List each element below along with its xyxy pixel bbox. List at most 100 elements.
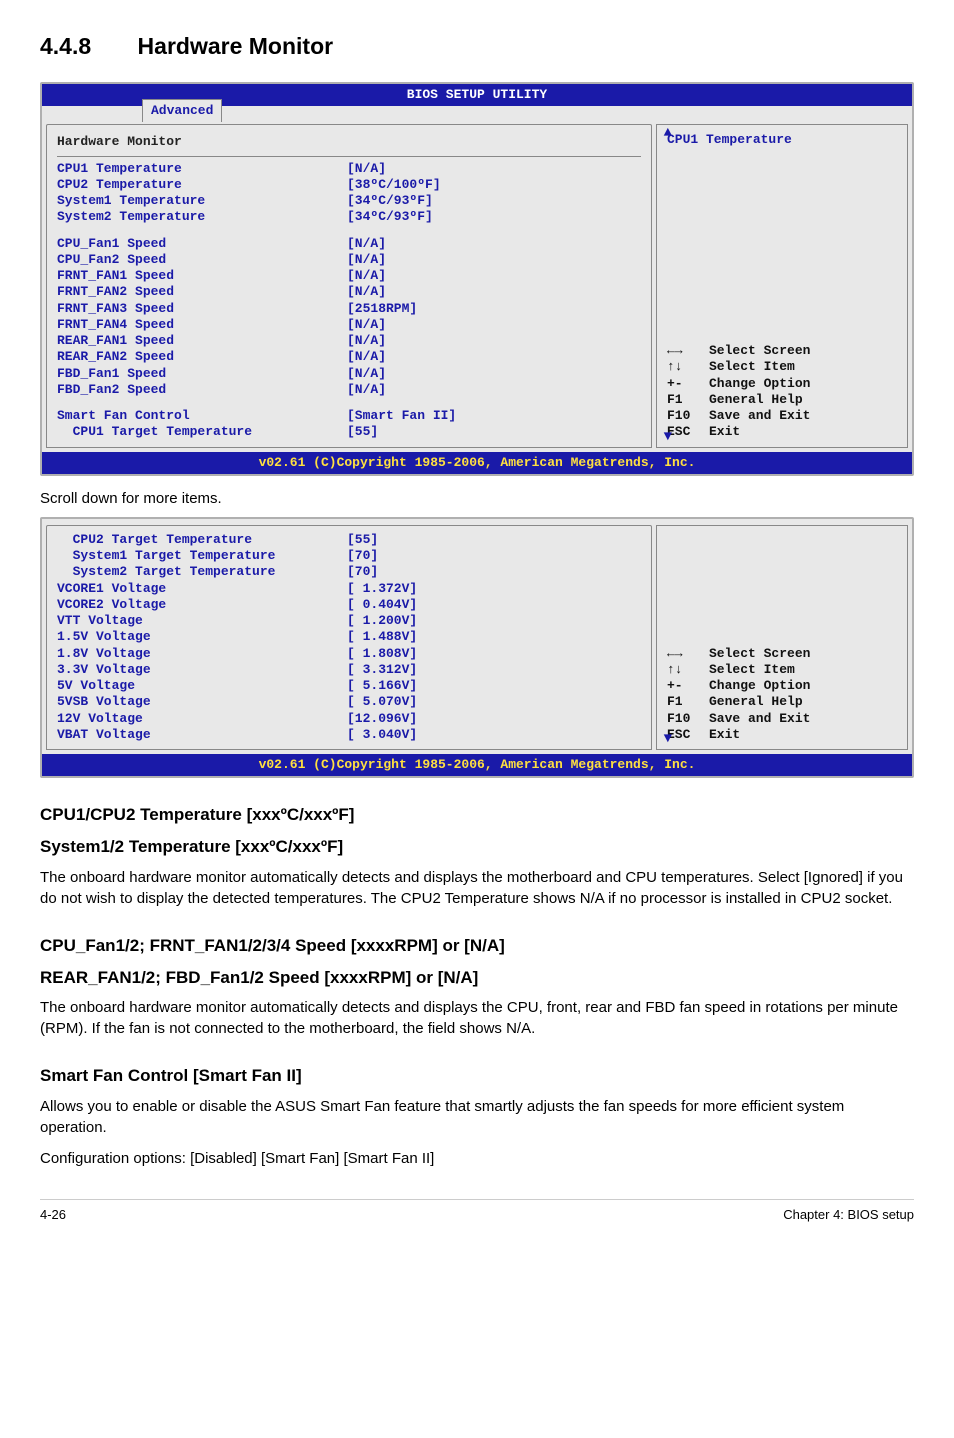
subsection-text-1: The onboard hardware monitor automatical… (40, 867, 914, 909)
bios-setting-value: [ 3.312V] (347, 662, 641, 678)
bios-setting-value: [ 1.372V] (347, 581, 641, 597)
scroll-down-arrow-2: ▼ (664, 730, 672, 750)
bios-main-panel: Hardware Monitor CPU1 Temperature[N/A]CP… (46, 124, 652, 447)
bios-setting-label: REAR_FAN1 Speed (57, 333, 347, 349)
bios-help-text: Exit (709, 424, 740, 440)
bios-help-line: F1General Help (667, 392, 897, 408)
subsection-heading-2b: REAR_FAN1/2; FBD_Fan1/2 Speed [xxxxRPM] … (40, 966, 914, 990)
scroll-down-arrow: ▼ (664, 428, 672, 448)
subsection-text-3a: Allows you to enable or disable the ASUS… (40, 1096, 914, 1138)
bios-setting-row: CPU1 Target Temperature[55] (57, 424, 641, 440)
bios-setting-value: [34ºC/93ºF] (347, 209, 641, 225)
bios-setting-row: FRNT_FAN4 Speed[N/A] (57, 317, 641, 333)
bios-help-line: ←→Select Screen (667, 646, 897, 662)
bios-help-text: Save and Exit (709, 408, 810, 424)
bios-help-key: F1 (667, 392, 709, 408)
bios-setting-label: 5VSB Voltage (57, 694, 347, 710)
bios-setting-value: [N/A] (347, 284, 641, 300)
subsection-heading-1a: CPU1/CPU2 Temperature [xxxºC/xxxºF] (40, 803, 914, 827)
bios-setting-row: FRNT_FAN1 Speed[N/A] (57, 268, 641, 284)
bios-setting-value: [N/A] (347, 366, 641, 382)
bios-setting-row: 5VSB Voltage[ 5.070V] (57, 694, 641, 710)
bios-help-key: ESC (667, 424, 709, 440)
bios-help-line: F1General Help (667, 694, 897, 710)
bios-help-text: Exit (709, 727, 740, 743)
bios-setting-row: FRNT_FAN2 Speed[N/A] (57, 284, 641, 300)
bios-help-line: +-Change Option (667, 376, 897, 392)
bios-help-line: ESCExit (667, 424, 897, 440)
bios-setting-value: [70] (347, 548, 641, 564)
bios-setting-row: CPU1 Temperature[N/A] (57, 161, 641, 177)
bios-setting-label: FRNT_FAN1 Speed (57, 268, 347, 284)
bios-setting-label: VCORE2 Voltage (57, 597, 347, 613)
bios-setting-label: FBD_Fan1 Speed (57, 366, 347, 382)
bios-setting-label: FRNT_FAN3 Speed (57, 301, 347, 317)
bios-setting-label: FRNT_FAN4 Speed (57, 317, 347, 333)
section-heading: 4.4.8 Hardware Monitor (40, 30, 914, 62)
bios-help-key: ←→ (667, 646, 709, 662)
bios-help-text: Select Item (709, 359, 795, 375)
bios-setting-row: VCORE2 Voltage[ 0.404V] (57, 597, 641, 613)
bios-setting-row: CPU2 Temperature[38ºC/100ºF] (57, 177, 641, 193)
bios-setting-value: [ 5.070V] (347, 694, 641, 710)
bios-setting-row: CPU_Fan2 Speed[N/A] (57, 252, 641, 268)
bios-setting-row: 1.5V Voltage[ 1.488V] (57, 629, 641, 645)
bios-help-text: General Help (709, 694, 803, 710)
bios-tab-advanced: Advanced (142, 99, 222, 122)
bios-setting-row: 1.8V Voltage[ 1.808V] (57, 646, 641, 662)
bios-setting-label: CPU2 Temperature (57, 177, 347, 193)
bios-help-line: F10Save and Exit (667, 711, 897, 727)
bios-help-panel-2: ←→Select Screen↑↓Select Item+-Change Opt… (656, 525, 908, 750)
bios-help-key: F1 (667, 694, 709, 710)
bios-setting-label: 3.3V Voltage (57, 662, 347, 678)
bios-setting-value: [70] (347, 564, 641, 580)
bios-help-key: ↑↓ (667, 359, 709, 375)
page-number: 4-26 (40, 1206, 66, 1224)
bios-setting-value: [ 1.488V] (347, 629, 641, 645)
bios-setting-row: FBD_Fan1 Speed[N/A] (57, 366, 641, 382)
bios-setting-value: [ 1.200V] (347, 613, 641, 629)
scroll-up-arrow: ▲ (664, 124, 672, 144)
bios-setting-value: [2518RPM] (347, 301, 641, 317)
bios-setting-row: FBD_Fan2 Speed[N/A] (57, 382, 641, 398)
bios-setting-row: 5V Voltage[ 5.166V] (57, 678, 641, 694)
bios-setting-row: VTT Voltage[ 1.200V] (57, 613, 641, 629)
bios-setting-row: 3.3V Voltage[ 3.312V] (57, 662, 641, 678)
bios-setting-value: [55] (347, 532, 641, 548)
bios-setting-label: System1 Target Temperature (57, 548, 347, 564)
bios-help-text: Select Screen (709, 646, 810, 662)
bios-help-line: ESCExit (667, 727, 897, 743)
bios-help-line: ←→Select Screen (667, 343, 897, 359)
bios-setting-value: [55] (347, 424, 641, 440)
chapter-label: Chapter 4: BIOS setup (783, 1206, 914, 1224)
bios-setting-value: [34ºC/93ºF] (347, 193, 641, 209)
bios-help-key: ↑↓ (667, 662, 709, 678)
bios-setting-label: CPU_Fan1 Speed (57, 236, 347, 252)
bios-help-panel: CPU1 Temperature ←→Select Screen↑↓Select… (656, 124, 908, 447)
section-title-text: Hardware Monitor (138, 33, 334, 59)
bios-setting-value: [ 0.404V] (347, 597, 641, 613)
bios-setting-value: [N/A] (347, 317, 641, 333)
bios-setting-row: System2 Target Temperature[70] (57, 564, 641, 580)
bios-help-key: +- (667, 678, 709, 694)
bios-help-key: F10 (667, 711, 709, 727)
bios-help-title: CPU1 Temperature (667, 131, 897, 149)
bios-help-line: +-Change Option (667, 678, 897, 694)
bios-setting-row: VBAT Voltage[ 3.040V] (57, 727, 641, 743)
subsection-text-2: The onboard hardware monitor automatical… (40, 997, 914, 1039)
bios-setting-label: 12V Voltage (57, 711, 347, 727)
bios-setting-value: [N/A] (347, 333, 641, 349)
bios-help-text: General Help (709, 392, 803, 408)
subsection-text-3b: Configuration options: [Disabled] [Smart… (40, 1148, 914, 1169)
bios-setting-label: 1.5V Voltage (57, 629, 347, 645)
bios-panel-heading: Hardware Monitor (57, 131, 641, 156)
subsection-heading-1b: System1/2 Temperature [xxxºC/xxxºF] (40, 835, 914, 859)
bios-setting-label: System2 Target Temperature (57, 564, 347, 580)
bios-setting-row: System1 Target Temperature[70] (57, 548, 641, 564)
bios-help-line: F10Save and Exit (667, 408, 897, 424)
bios-help-key: ←→ (667, 343, 709, 359)
bios-copyright-2: v02.61 (C)Copyright 1985-2006, American … (42, 754, 912, 776)
bios-setting-value: [N/A] (347, 382, 641, 398)
bios-setting-row: VCORE1 Voltage[ 1.372V] (57, 581, 641, 597)
bios-help-text: Save and Exit (709, 711, 810, 727)
